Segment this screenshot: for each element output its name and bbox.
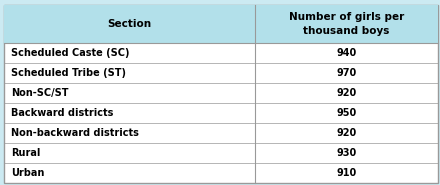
Text: Section: Section (108, 19, 152, 29)
Text: Backward districts: Backward districts (11, 108, 114, 118)
Text: 950: 950 (336, 108, 357, 118)
Text: Scheduled Caste (SC): Scheduled Caste (SC) (11, 48, 129, 58)
Text: Non-SC/ST: Non-SC/ST (11, 88, 69, 98)
Text: Scheduled Tribe (ST): Scheduled Tribe (ST) (11, 68, 126, 78)
Text: Rural: Rural (11, 148, 40, 158)
Text: 970: 970 (336, 68, 357, 78)
Text: 920: 920 (336, 128, 357, 138)
Bar (4, 5, 438, 43)
Text: 930: 930 (336, 148, 357, 158)
Text: Number of girls per
thousand boys: Number of girls per thousand boys (289, 12, 404, 36)
Text: 920: 920 (336, 88, 357, 98)
Text: Urban: Urban (11, 168, 44, 178)
Text: 910: 910 (336, 168, 357, 178)
Text: Non-backward districts: Non-backward districts (11, 128, 139, 138)
Text: 940: 940 (336, 48, 357, 58)
